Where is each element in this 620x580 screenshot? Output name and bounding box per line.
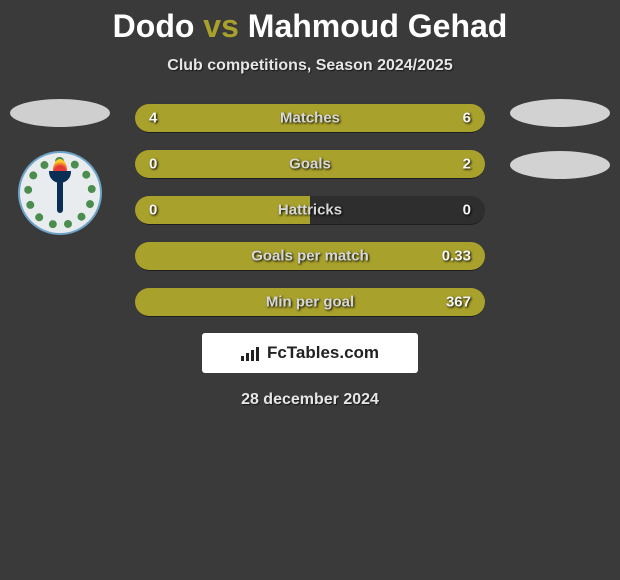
comparison-bars: 4 Matches 6 0 Goals 2 0 Hattricks 0 Goals per mat… — [135, 103, 485, 317]
player1-flag-oval — [10, 99, 110, 127]
left-value: 0 — [149, 202, 157, 219]
left-fill — [135, 150, 310, 178]
page-title: Dodo vs Mahmoud Gehad — [0, 8, 620, 45]
metric-label: Hattricks — [278, 202, 342, 219]
right-value: 2 — [463, 156, 471, 173]
right-half — [310, 150, 485, 178]
vs-label: vs — [203, 8, 239, 44]
stat-row: Goals per match 0.33 — [135, 241, 485, 271]
left-badge-column — [10, 99, 110, 235]
metric-label: Matches — [280, 110, 340, 127]
torch-stem-icon — [57, 177, 63, 213]
right-value: 0.33 — [442, 248, 471, 265]
comparison-infographic: Dodo vs Mahmoud Gehad Club competitions,… — [0, 0, 620, 409]
player1-name: Dodo — [113, 8, 195, 44]
right-value: 6 — [463, 110, 471, 127]
metric-label: Min per goal — [266, 294, 354, 311]
metric-label: Goals per match — [251, 248, 369, 265]
right-value: 367 — [446, 294, 471, 311]
stat-row: 0 Goals 2 — [135, 149, 485, 179]
right-badge-column — [510, 99, 610, 203]
stat-row: 0 Hattricks 0 — [135, 195, 485, 225]
metric-label: Goals — [289, 156, 331, 173]
left-value: 4 — [149, 110, 157, 127]
player2-flag-oval — [510, 99, 610, 127]
brand-text: FcTables.com — [267, 343, 379, 363]
brand-watermark: FcTables.com — [202, 333, 418, 373]
right-fill — [310, 150, 485, 178]
left-half — [135, 150, 310, 178]
stat-row: 4 Matches 6 — [135, 103, 485, 133]
left-value: 0 — [149, 156, 157, 173]
content-area: 4 Matches 6 0 Goals 2 0 Hattricks 0 Goals per mat… — [0, 103, 620, 409]
right-value: 0 — [463, 202, 471, 219]
subtitle: Club competitions, Season 2024/2025 — [0, 57, 620, 75]
player1-club-badge — [18, 151, 102, 235]
player2-club-oval — [510, 151, 610, 179]
stat-row: Min per goal 367 — [135, 287, 485, 317]
bars-ascending-icon — [241, 345, 263, 361]
snapshot-date: 28 december 2024 — [0, 391, 620, 409]
player2-name: Mahmoud Gehad — [248, 8, 508, 44]
